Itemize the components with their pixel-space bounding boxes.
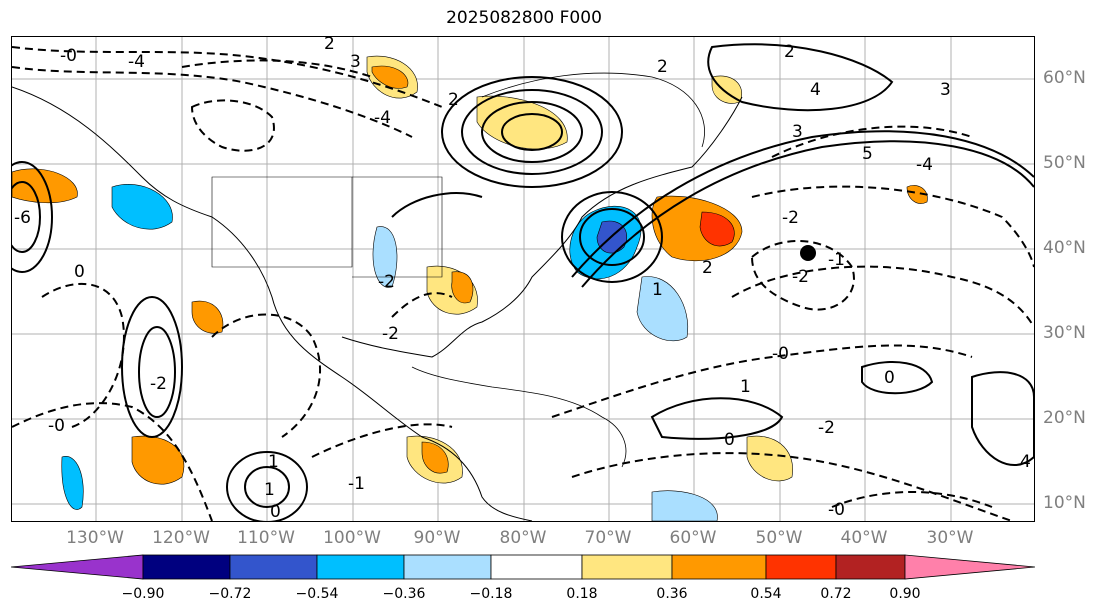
contour-label: 4 (1020, 452, 1031, 472)
lon-label: 60°W (669, 528, 717, 548)
colorbar-tick-label: 0.54 (750, 586, 782, 602)
colorbar-bin (142, 554, 231, 580)
lon-label: 80°W (499, 528, 547, 548)
contour-label: 0 (270, 502, 281, 521)
contour-label: 2 (784, 42, 795, 62)
lon-label: 70°W (584, 528, 632, 548)
colorbar-bin (765, 554, 837, 580)
contour-label: -2 (150, 374, 167, 394)
colorbar-tick-label: −0.54 (295, 586, 339, 602)
contour-label: 4 (810, 80, 821, 100)
lon-label: 130°W (66, 528, 124, 548)
colorbar-bin (490, 554, 583, 580)
contour-label: -2 (782, 208, 799, 228)
contour-label: 0 (724, 430, 735, 450)
contour-label: -6 (14, 208, 31, 228)
colorbar-bin (403, 554, 492, 580)
colorbar-tick-label: 0.36 (656, 586, 688, 602)
anomaly-shading (12, 55, 928, 521)
contour-label: 5 (862, 144, 873, 164)
dashed-contours (12, 46, 1034, 521)
colorbar-bin (229, 554, 318, 580)
lon-label: 100°W (323, 528, 381, 548)
contour-label: 1 (652, 280, 663, 300)
contour-label: 2 (702, 258, 713, 278)
contour-label: -4 (916, 155, 933, 175)
lon-label: 110°W (237, 528, 295, 548)
contour-label: -0 (772, 344, 789, 364)
colorbar-tick-label: −0.72 (208, 586, 252, 602)
contour-label: 1 (268, 452, 279, 472)
colorbar-tick-label: −0.18 (469, 586, 513, 602)
contour-label: 3 (792, 122, 803, 142)
contour-label: 3 (350, 52, 361, 72)
colorbar-tick-label: 0.72 (820, 586, 852, 602)
lat-label: 10°N (1043, 493, 1086, 513)
lon-label: 40°W (840, 528, 888, 548)
contour-label: 1 (740, 377, 751, 397)
colorbar-tick-label: −0.90 (121, 586, 165, 602)
contour-label: 2 (657, 57, 668, 77)
lat-label: 20°N (1043, 408, 1086, 428)
map-plot: -0 2 3 3 -4 -4 2 2 2 4 3 5 -4 -2 -2 -1 -… (12, 37, 1034, 521)
contour-label: -0 (48, 416, 65, 436)
contour-label: 0 (884, 368, 895, 388)
lat-label: 60°N (1043, 68, 1086, 88)
map-title: 2025082800 F000 (446, 8, 602, 28)
colorbar-bin (581, 554, 673, 580)
contour-labels: -0 2 3 3 -4 -4 2 2 2 4 3 5 -4 -2 -2 -1 -… (14, 37, 1031, 521)
colorbar-bin (671, 554, 767, 580)
colorbar (11, 554, 1035, 580)
colorbar-bin (904, 554, 1035, 580)
lat-label: 30°N (1043, 323, 1086, 343)
contour-label: -1 (348, 474, 365, 494)
storm-center-dot (800, 245, 816, 261)
colorbar-tick-label: −0.36 (382, 586, 426, 602)
coastlines (12, 72, 743, 521)
colorbar-bin (835, 554, 906, 580)
lon-label: 120°W (152, 528, 210, 548)
contour-label: -2 (378, 272, 395, 292)
colorbar-bin (11, 554, 144, 580)
lon-label: 90°W (413, 528, 461, 548)
contour-label: -0 (60, 46, 77, 66)
contour-label: -4 (128, 52, 145, 72)
colorbar-tick-label: 0.90 (889, 586, 921, 602)
lat-label: 40°N (1043, 238, 1086, 258)
contour-label: -2 (382, 324, 399, 344)
contour-label: 0 (74, 262, 85, 282)
lon-label: 30°W (926, 528, 974, 548)
colorbar-tick-label: 0.18 (566, 586, 598, 602)
contour-label: 1 (264, 480, 275, 500)
contour-label: 2 (324, 37, 335, 54)
contour-label: 2 (448, 90, 459, 110)
contour-label: -2 (792, 267, 809, 287)
colorbar-bin (316, 554, 405, 580)
map-panel: -0 2 3 3 -4 -4 2 2 2 4 3 5 -4 -2 -2 -1 -… (11, 36, 1035, 522)
contour-label: -0 (828, 500, 845, 520)
contour-label: -4 (374, 108, 391, 128)
lon-label: 50°W (755, 528, 803, 548)
contour-label: -2 (818, 418, 835, 438)
lat-label: 50°N (1043, 153, 1086, 173)
contour-label: -1 (828, 250, 845, 270)
contour-label: 3 (940, 80, 951, 100)
solid-contours (12, 43, 1034, 521)
